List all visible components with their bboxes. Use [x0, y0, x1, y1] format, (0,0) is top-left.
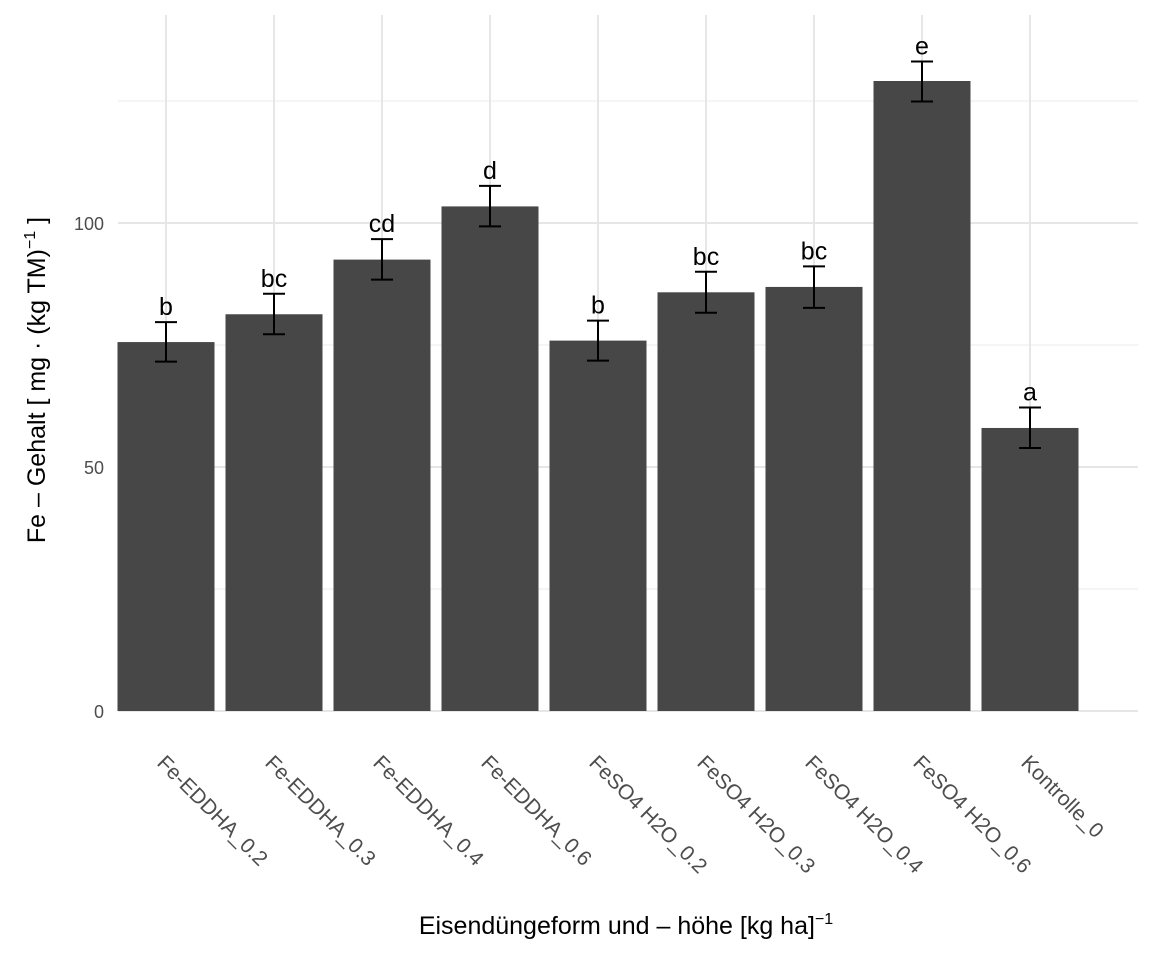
bar — [657, 292, 755, 711]
y-tick-labels: 0 50 100 — [74, 214, 104, 722]
significance-labels: b bc cd d b bc bc e a — [159, 32, 1037, 406]
significance-label: cd — [369, 210, 395, 238]
significance-label: bc — [801, 237, 827, 265]
bar — [981, 427, 1079, 711]
bar — [225, 314, 323, 711]
x-tick-label: FeSO4 H2O_0.4 — [800, 751, 927, 878]
bar — [441, 206, 539, 711]
y-tick-label: 100 — [74, 214, 104, 234]
error-bar — [911, 60, 933, 103]
x-axis-title: Eisendüngeform und – höhe [kg ha]−1 — [419, 911, 833, 940]
significance-label: e — [915, 32, 929, 60]
error-bar — [1019, 406, 1041, 449]
x-tick-label: Fe-EDDHA_0.3 — [260, 751, 379, 870]
error-bar — [587, 319, 609, 362]
x-tick-labels: Fe-EDDHA_0.2Fe-EDDHA_0.3Fe-EDDHA_0.4Fe-E… — [152, 751, 1107, 878]
error-bar — [371, 238, 393, 281]
y-axis-title: Fe – Gehalt [ mg · (kg TM)−1 ] — [22, 217, 51, 543]
error-bar — [155, 321, 177, 363]
x-tick-label: FeSO4 H2O_0.6 — [908, 751, 1035, 878]
bar — [117, 342, 215, 711]
x-tick-label: Kontrolle_0 — [1016, 751, 1107, 842]
x-tick-label: Fe-EDDHA_0.6 — [476, 751, 595, 870]
bar — [549, 340, 647, 711]
y-tick-label: 50 — [84, 458, 104, 478]
error-bar — [479, 184, 501, 228]
significance-label: b — [159, 293, 173, 321]
x-tick-label: FeSO4 H2O_0.2 — [584, 751, 711, 878]
bar — [765, 286, 863, 711]
x-tick-label: FeSO4 H2O_0.3 — [692, 751, 819, 878]
bar — [333, 259, 431, 711]
significance-label: a — [1023, 378, 1037, 406]
error-bar — [263, 292, 285, 336]
error-bar — [695, 270, 717, 314]
x-tick-label: Fe-EDDHA_0.4 — [368, 751, 488, 871]
x-tick-label: Fe-EDDHA_0.2 — [152, 751, 271, 870]
significance-label: d — [483, 157, 497, 185]
error-bars — [155, 60, 1041, 449]
significance-label: b — [591, 292, 605, 320]
significance-label: bc — [261, 265, 287, 293]
bar — [873, 80, 971, 711]
significance-label: bc — [693, 243, 719, 271]
y-tick-label: 0 — [94, 702, 104, 722]
error-bar — [803, 265, 825, 309]
bars — [117, 80, 1079, 711]
